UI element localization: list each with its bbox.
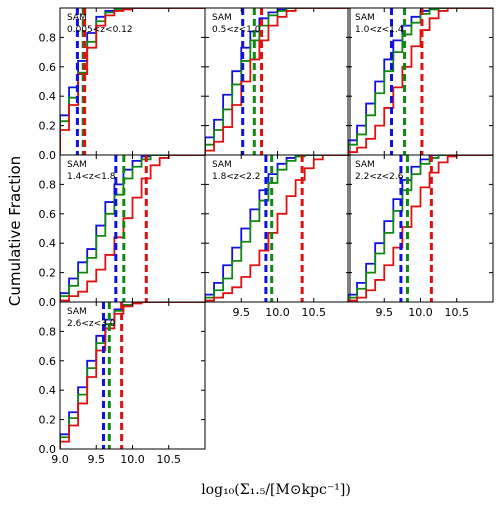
panel-sample-label: SAM xyxy=(212,13,232,23)
plot-area xyxy=(205,155,350,302)
panel-4: 0.0 0.2 0.4 0.6 0.8 SAM 1.4<z<1.8 xyxy=(39,154,206,309)
y-tick-label: 0.0 xyxy=(39,296,57,309)
cdf-step-red xyxy=(60,302,205,449)
y-tick-label: 0.8 xyxy=(39,31,57,44)
y-tick-label: 0.6 xyxy=(39,355,57,368)
cdf-step-green xyxy=(205,155,350,302)
panel-7: 0.0 0.2 0.4 0.6 0.8 9.0 9.5 10.0 10.5 SAM 2.6<z<3.… xyxy=(39,301,206,466)
x-tick-label: 10.0 xyxy=(265,306,290,319)
x-tick-label: 9.5 xyxy=(233,306,251,319)
cdf-step-green xyxy=(348,8,493,155)
cdf-step-blue xyxy=(60,155,205,302)
y-tick-label: 0.8 xyxy=(39,325,57,338)
panel-3: SAM 1.0<z<1.4 xyxy=(347,7,494,156)
x-tick-label: 9.5 xyxy=(88,453,106,466)
x-tick-label: 10.5 xyxy=(445,306,470,319)
panel-sample-label: SAM xyxy=(355,160,375,170)
y-tick-label: 0.0 xyxy=(39,443,57,456)
y-tick-label: 0.0 xyxy=(39,149,57,162)
plot-area xyxy=(205,8,350,155)
plot-area xyxy=(60,8,205,155)
cdf-step-red xyxy=(348,8,493,155)
y-tick-label: 0.8 xyxy=(39,178,57,191)
y-tick-label: 0.4 xyxy=(39,237,57,250)
cdf-step-green xyxy=(60,155,205,302)
panel-sample-label: SAM xyxy=(212,160,232,170)
cdf-step-blue xyxy=(205,155,350,302)
y-tick-label: 0.4 xyxy=(39,384,57,397)
plot-area xyxy=(348,8,493,155)
cdf-step-green xyxy=(205,8,350,155)
y-tick-label: 0.4 xyxy=(39,90,57,103)
cdf-step-red xyxy=(205,8,350,155)
panel-sample-label: SAM xyxy=(67,13,87,23)
x-tick-label: 10.0 xyxy=(120,453,145,466)
panel-redshift-label: 2.6<z<3.0 xyxy=(67,319,116,329)
panel-redshift-label: 2.2<z<2.6 xyxy=(355,172,404,182)
y-tick-label: 0.2 xyxy=(39,414,57,427)
x-tick-label: 9.5 xyxy=(376,306,394,319)
panel-redshift-label: 1.4<z<1.8 xyxy=(67,172,116,182)
panel-redshift-label: 0.005<z<0.12 xyxy=(67,25,133,35)
y-tick-label: 0.6 xyxy=(39,208,57,221)
panel-6: 9.5 10.0 10.5 SAM 2.2<z<2.6 xyxy=(347,154,494,319)
x-tick-label: 10.5 xyxy=(302,306,327,319)
y-axis-label: Cumulative Fraction xyxy=(6,156,24,306)
panel-2: SAM 0.5<z<1.0 xyxy=(204,7,351,156)
x-axis-label: log₁₀(Σ₁.₅/[M⊙kpc⁻¹]) xyxy=(201,482,351,498)
x-tick-label: 10.0 xyxy=(408,306,433,319)
y-tick-label: 0.6 xyxy=(39,61,57,74)
y-tick-label: 0.2 xyxy=(39,120,57,133)
panel-redshift-label: 0.5<z<1.0 xyxy=(212,25,261,35)
panel-1: 0.0 0.2 0.4 0.6 0.8 SAM 0.005<z<0.12 xyxy=(39,7,206,162)
panel-grid: 0.0 0.2 0.4 0.6 0.8 SAM 0.005<z<0.12 SAM 0.5<z<1… xyxy=(39,7,494,466)
panel-redshift-label: 1.0<z<1.4 xyxy=(355,25,404,35)
panel-redshift-label: 1.8<z<2.2 xyxy=(212,172,260,182)
plot-area xyxy=(60,302,205,449)
y-tick-label: 0.2 xyxy=(39,267,57,280)
x-tick-label: 10.5 xyxy=(157,453,182,466)
panel-sample-label: SAM xyxy=(355,13,375,23)
cdf-step-red xyxy=(205,155,350,302)
panel-5: 9.5 10.0 10.5 SAM 1.8<z<2.2 xyxy=(204,154,351,319)
x-tick-label: 9.0 xyxy=(51,453,69,466)
panel-sample-label: SAM xyxy=(67,160,87,170)
panel-sample-label: SAM xyxy=(67,307,87,317)
